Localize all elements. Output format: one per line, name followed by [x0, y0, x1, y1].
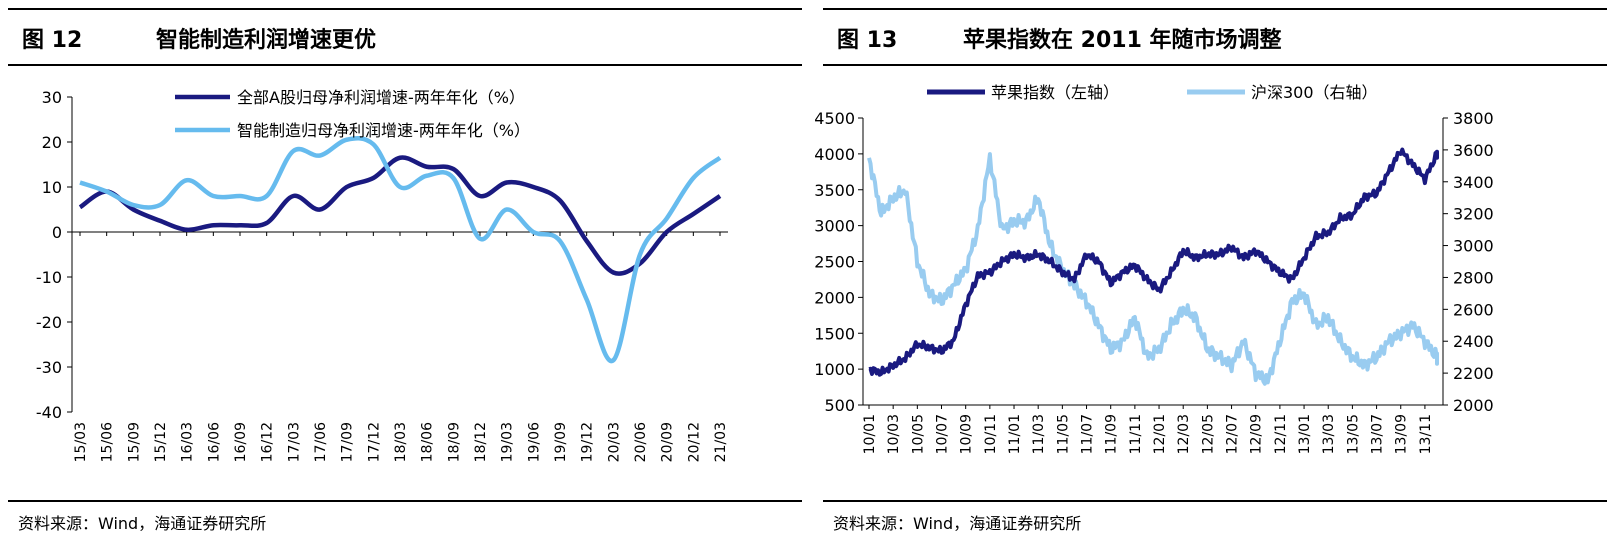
right-x-tick-label: 12/07	[1225, 414, 1241, 454]
left-x-tick-label: 20/06	[633, 422, 649, 462]
left-legend-label: 全部A股归母净利润增速-两年年化（%）	[237, 88, 525, 107]
right-x-tick-label: 12/03	[1176, 414, 1192, 454]
right-left-y-tick-label: 500	[824, 396, 855, 415]
right-right-y-tick-label: 3800	[1453, 109, 1494, 128]
right-right-y-tick-label: 3600	[1453, 141, 1494, 160]
right-left-y-tick-label: 4000	[815, 145, 855, 164]
right-series-csi300-line	[867, 152, 1439, 386]
right-source-divider	[823, 500, 1607, 502]
left-y-tick-label: 0	[52, 223, 62, 242]
right-x-tick-label: 10/03	[886, 414, 902, 454]
left-source-note: 资料来源：Wind，海通证券研究所	[18, 514, 267, 533]
left-source-divider	[8, 500, 802, 502]
left-x-tick-label: 20/09	[660, 422, 676, 462]
left-x-tick-label: 18/03	[393, 422, 409, 462]
left-x-tick-label: 15/09	[126, 422, 142, 462]
left-x-tick-label: 20/03	[606, 422, 622, 462]
right-x-tick-label: 12/11	[1273, 414, 1289, 454]
right-left-y-tick-label: 4500	[815, 109, 855, 128]
left-x-tick-label: 20/12	[686, 422, 702, 462]
right-line-chart: 500 1000 1500 2000 2500 3000 3500 4000 4500 2000 2…	[815, 83, 1494, 454]
left-x-tick-label: 16/12	[260, 422, 276, 462]
left-x-tick-label: 19/12	[580, 422, 596, 462]
left-x-tick-label: 18/06	[420, 422, 436, 462]
left-series-smart-mfg-line	[79, 136, 722, 364]
left-y-tick-label: 30	[42, 88, 62, 107]
right-x-tick-label: 12/05	[1200, 414, 1216, 454]
right-right-y-tick-label: 3200	[1453, 205, 1494, 224]
left-x-tick-label: 19/03	[500, 422, 516, 462]
right-right-y-tick-label: 2000	[1453, 396, 1494, 415]
left-x-tick-label: 17/09	[340, 422, 356, 462]
left-y-tick-label: -30	[36, 358, 62, 377]
right-x-tick-label: 11/11	[1128, 414, 1144, 454]
right-x-tick-label: 12/01	[1152, 414, 1168, 454]
left-line-chart: -40 -30 -20 -10 0 10 20 30 15/03 15/06 15/09 15/12 1…	[36, 88, 729, 462]
right-chart-panel: 图 13 苹果指数在 2011 年随市场调整 500 1000 1500 2000 25…	[815, 0, 1615, 540]
left-x-tick-label: 18/12	[473, 422, 489, 462]
left-y-tick-label: -40	[36, 403, 62, 422]
right-right-y-tick-label: 3400	[1453, 173, 1494, 192]
left-x-tick-label: 17/03	[286, 422, 302, 462]
right-title-bar: 图 13 苹果指数在 2011 年随市场调整	[823, 8, 1607, 66]
right-legend-label: 苹果指数（左轴）	[991, 83, 1119, 102]
left-x-tick-label: 16/09	[233, 422, 249, 462]
left-x-tick-label: 17/06	[313, 422, 329, 462]
right-x-tick-label: 10/05	[910, 414, 926, 454]
left-series-all-a-line	[78, 155, 722, 276]
right-left-y-tick-label: 3000	[815, 217, 855, 236]
right-left-y-tick-label: 3500	[815, 181, 855, 200]
right-right-y-tick-label: 3000	[1453, 237, 1494, 256]
left-x-tick-label: 17/12	[366, 422, 382, 462]
left-chart-panel: 图 12 智能制造利润增速更优 -40 -30 -20 -10 0 10 20 30 15/03…	[8, 8, 802, 533]
right-figure-label: 图 13	[837, 28, 898, 53]
left-title-bar: 图 12 智能制造利润增速更优	[8, 8, 802, 66]
right-x-tick-label: 13/05	[1345, 414, 1361, 454]
right-x-tick-label: 13/03	[1321, 414, 1337, 454]
left-x-tick-label: 16/03	[180, 422, 196, 462]
right-x-tick-label: 13/11	[1418, 414, 1434, 454]
right-x-tick-label: 11/07	[1080, 414, 1096, 454]
left-y-tick-label: 10	[42, 178, 62, 197]
right-x-tick-label: 11/09	[1104, 414, 1120, 454]
right-x-tick-label: 12/09	[1249, 414, 1265, 454]
left-x-tick-label: 16/06	[206, 422, 222, 462]
right-left-y-tick-label: 2500	[815, 253, 855, 272]
right-chart-title: 苹果指数在 2011 年随市场调整	[963, 28, 1282, 53]
right-x-tick-label: 10/07	[935, 414, 951, 454]
right-left-y-tick-label: 1500	[815, 324, 855, 343]
right-left-y-tick-label: 1000	[815, 360, 855, 379]
right-right-y-tick-label: 2200	[1453, 364, 1494, 383]
right-source-note: 资料来源：Wind，海通证券研究所	[833, 514, 1082, 533]
right-x-tick-label: 10/11	[983, 414, 999, 454]
right-x-tick-label: 13/09	[1394, 414, 1410, 454]
right-x-tick-label: 13/07	[1370, 414, 1386, 454]
right-left-y-tick-label: 2000	[815, 288, 855, 307]
right-right-y-tick-label: 2800	[1453, 268, 1494, 287]
left-x-tick-label: 15/12	[153, 422, 169, 462]
left-y-tick-label: -20	[36, 313, 62, 332]
left-figure-label: 图 12	[22, 28, 83, 53]
left-legend-label: 智能制造归母净利润增速-两年年化（%）	[237, 121, 530, 140]
right-x-tick-label: 11/01	[1007, 414, 1023, 454]
right-legend-label: 沪深300（右轴）	[1251, 83, 1378, 102]
left-x-tick-label: 15/03	[73, 422, 89, 462]
right-x-tick-label: 11/05	[1055, 414, 1071, 454]
left-x-tick-label: 19/06	[526, 422, 542, 462]
left-chart-title: 智能制造利润增速更优	[156, 28, 377, 53]
left-x-tick-label: 15/06	[100, 422, 116, 462]
right-x-tick-label: 10/01	[862, 414, 878, 454]
right-x-tick-label: 10/09	[959, 414, 975, 454]
right-right-y-tick-label: 2400	[1453, 332, 1494, 351]
right-x-tick-label: 13/01	[1297, 414, 1313, 454]
right-x-tick-label: 11/03	[1031, 414, 1047, 454]
left-x-tick-label: 19/09	[553, 422, 569, 462]
left-y-tick-label: -10	[36, 268, 62, 287]
right-series-apple-index-line	[868, 147, 1439, 377]
right-right-y-tick-label: 2600	[1453, 300, 1494, 319]
left-y-tick-label: 20	[42, 133, 62, 152]
left-x-tick-label: 21/03	[713, 422, 729, 462]
left-x-tick-label: 18/09	[446, 422, 462, 462]
